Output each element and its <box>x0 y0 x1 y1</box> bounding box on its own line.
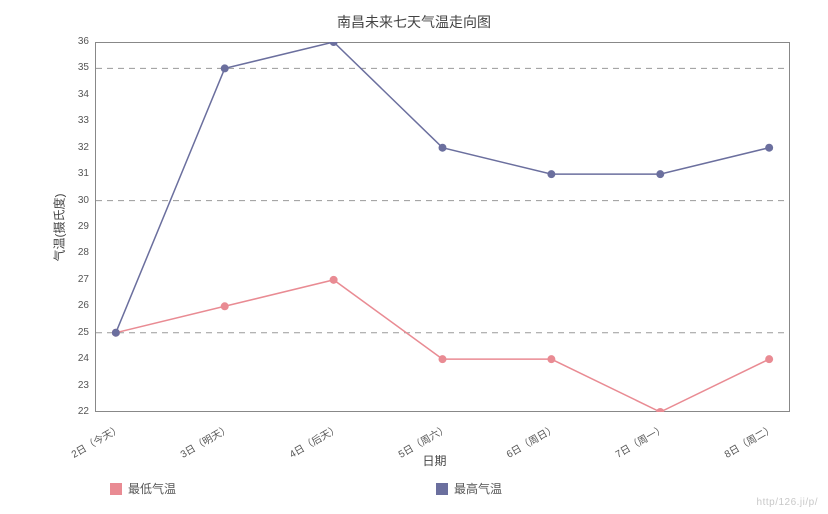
y-tick-label: 23 <box>59 380 89 391</box>
y-tick-label: 26 <box>59 300 89 311</box>
series-marker <box>221 302 229 310</box>
y-tick-label: 30 <box>59 195 89 206</box>
chart-svg <box>95 42 790 412</box>
series-marker <box>656 170 664 178</box>
series-marker <box>439 355 447 363</box>
y-tick-label: 25 <box>59 327 89 338</box>
y-tick-label: 27 <box>59 274 89 285</box>
legend: 最低气温 最高气温 <box>110 480 502 497</box>
series-marker <box>765 355 773 363</box>
plot-area <box>95 42 790 412</box>
series-marker <box>547 170 555 178</box>
y-tick-label: 22 <box>59 406 89 417</box>
legend-item: 最高气温 <box>436 480 502 497</box>
chart-title: 南昌未来七天气温走向图 <box>0 12 828 32</box>
legend-label: 最低气温 <box>128 480 176 497</box>
series-marker <box>439 144 447 152</box>
x-tick-label: 3日（明天） <box>177 420 233 461</box>
y-tick-label: 31 <box>59 168 89 179</box>
series-marker <box>547 355 555 363</box>
y-tick-label: 29 <box>59 221 89 232</box>
x-axis-label: 日期 <box>423 452 447 469</box>
watermark-text: http/126.ji/p/ <box>757 497 818 508</box>
y-tick-label: 34 <box>59 89 89 100</box>
series-marker <box>330 276 338 284</box>
legend-label: 最高气温 <box>454 480 502 497</box>
legend-item: 最低气温 <box>110 480 176 497</box>
series-marker <box>765 144 773 152</box>
legend-swatch <box>110 483 122 495</box>
y-tick-label: 36 <box>59 36 89 47</box>
y-tick-label: 33 <box>59 115 89 126</box>
y-tick-label: 28 <box>59 247 89 258</box>
y-tick-label: 24 <box>59 353 89 364</box>
series-marker <box>112 329 120 337</box>
y-tick-label: 32 <box>59 142 89 153</box>
legend-swatch <box>436 483 448 495</box>
x-tick-label: 6日（周日） <box>503 420 559 461</box>
x-tick-label: 7日（周一） <box>612 420 668 461</box>
x-tick-label: 2日（今天） <box>68 420 124 461</box>
x-tick-label: 4日（后天） <box>285 420 341 461</box>
x-tick-label: 8日（周二） <box>721 420 777 461</box>
y-tick-label: 35 <box>59 62 89 73</box>
series-marker <box>221 64 229 72</box>
